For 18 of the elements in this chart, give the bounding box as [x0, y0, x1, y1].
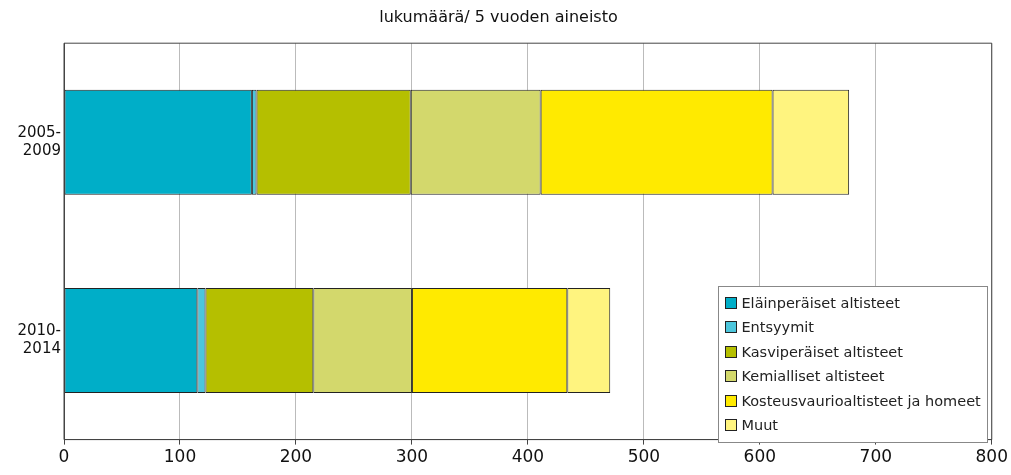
legend-label: Kemialliset altisteet	[741, 368, 885, 385]
x-tick-label: 600	[743, 446, 777, 467]
chart-title: lukumäärä/ 5 vuoden aineisto	[379, 6, 618, 26]
legend-label: Kasviperäiset altisteet	[741, 343, 903, 360]
y-tick-label: 2010-2014	[17, 321, 61, 358]
x-tick-label: 700	[859, 446, 893, 467]
legend-label: Eläinperäiset altisteet	[741, 294, 900, 311]
legend-label: Kosteusvaurioaltisteet ja homeet	[741, 392, 981, 409]
x-tick-label: 500	[627, 446, 661, 467]
x-tick-label: 200	[279, 446, 313, 467]
x-tick-label: 400	[511, 446, 545, 467]
legend-label: Muut	[741, 417, 779, 434]
x-tick-label: 300	[395, 446, 429, 467]
legend-label: Entsyymit	[741, 319, 815, 336]
x-tick-label: 0	[58, 446, 70, 467]
y-tick-label: 2005-2009	[17, 123, 61, 160]
x-tick-label: 100	[163, 446, 197, 467]
x-tick-label: 800	[975, 446, 1008, 467]
